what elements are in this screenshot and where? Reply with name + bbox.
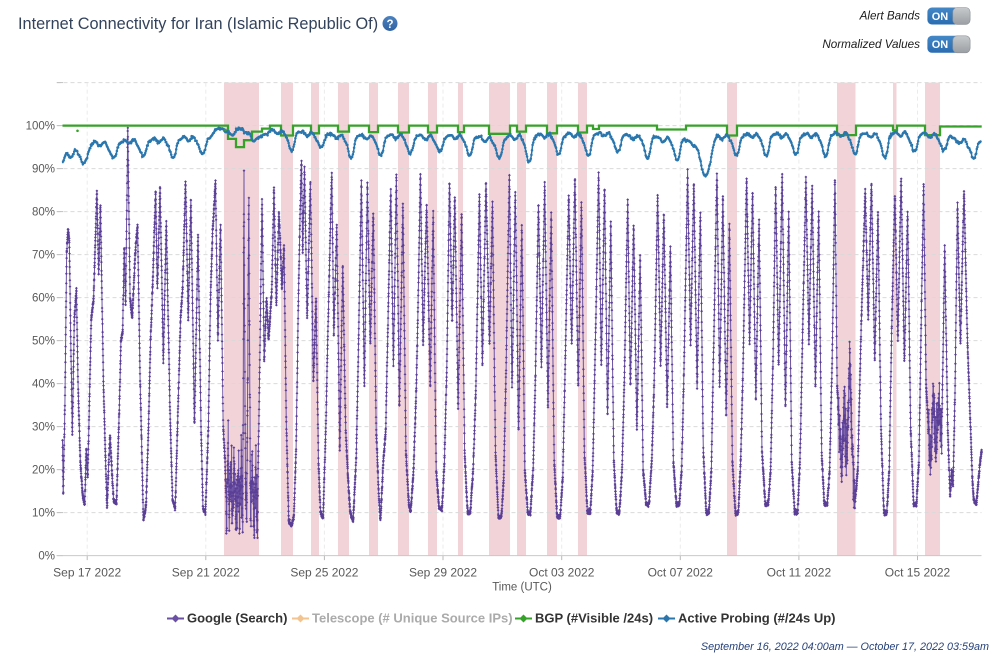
svg-text:Oct 11 2022: Oct 11 2022 bbox=[767, 566, 832, 580]
svg-text:Active Probing (#/24s Up): Active Probing (#/24s Up) bbox=[678, 611, 835, 626]
svg-text:ON: ON bbox=[932, 39, 949, 51]
svg-text:Sep 21 2022: Sep 21 2022 bbox=[172, 566, 240, 580]
svg-text:Oct 03 2022: Oct 03 2022 bbox=[529, 566, 595, 580]
svg-text:Time (UTC): Time (UTC) bbox=[492, 582, 552, 594]
svg-text:60%: 60% bbox=[32, 292, 55, 304]
svg-text:80%: 80% bbox=[32, 206, 55, 218]
svg-text:100%: 100% bbox=[26, 120, 55, 132]
svg-text:ON: ON bbox=[932, 11, 949, 23]
svg-text:50%: 50% bbox=[32, 335, 55, 347]
svg-text:10%: 10% bbox=[32, 507, 55, 519]
svg-text:September 16, 2022 04:00am — O: September 16, 2022 04:00am — October 17,… bbox=[701, 641, 989, 653]
svg-text:30%: 30% bbox=[32, 421, 55, 433]
svg-text:Sep 29 2022: Sep 29 2022 bbox=[409, 566, 477, 580]
svg-text:40%: 40% bbox=[32, 378, 55, 390]
svg-text:Telescope (# Unique Source IPs: Telescope (# Unique Source IPs) bbox=[312, 611, 513, 626]
svg-text:Sep 17 2022: Sep 17 2022 bbox=[53, 566, 121, 580]
svg-text:Normalized Values: Normalized Values bbox=[822, 38, 920, 51]
svg-text:Alert Bands: Alert Bands bbox=[859, 10, 921, 23]
svg-text:Google (Search): Google (Search) bbox=[187, 611, 287, 626]
svg-text:Oct 15 2022: Oct 15 2022 bbox=[885, 566, 951, 580]
svg-text:20%: 20% bbox=[32, 464, 55, 476]
svg-text:?: ? bbox=[386, 19, 393, 31]
svg-text:0%: 0% bbox=[38, 550, 55, 562]
svg-text:Internet Connectivity for Iran: Internet Connectivity for Iran (Islamic … bbox=[18, 15, 378, 33]
svg-text:BGP (#Visible /24s): BGP (#Visible /24s) bbox=[535, 611, 653, 626]
svg-text:Oct 07 2022: Oct 07 2022 bbox=[648, 566, 714, 580]
svg-text:Sep 25 2022: Sep 25 2022 bbox=[290, 566, 358, 580]
svg-text:90%: 90% bbox=[32, 163, 55, 175]
svg-text:70%: 70% bbox=[32, 249, 55, 261]
